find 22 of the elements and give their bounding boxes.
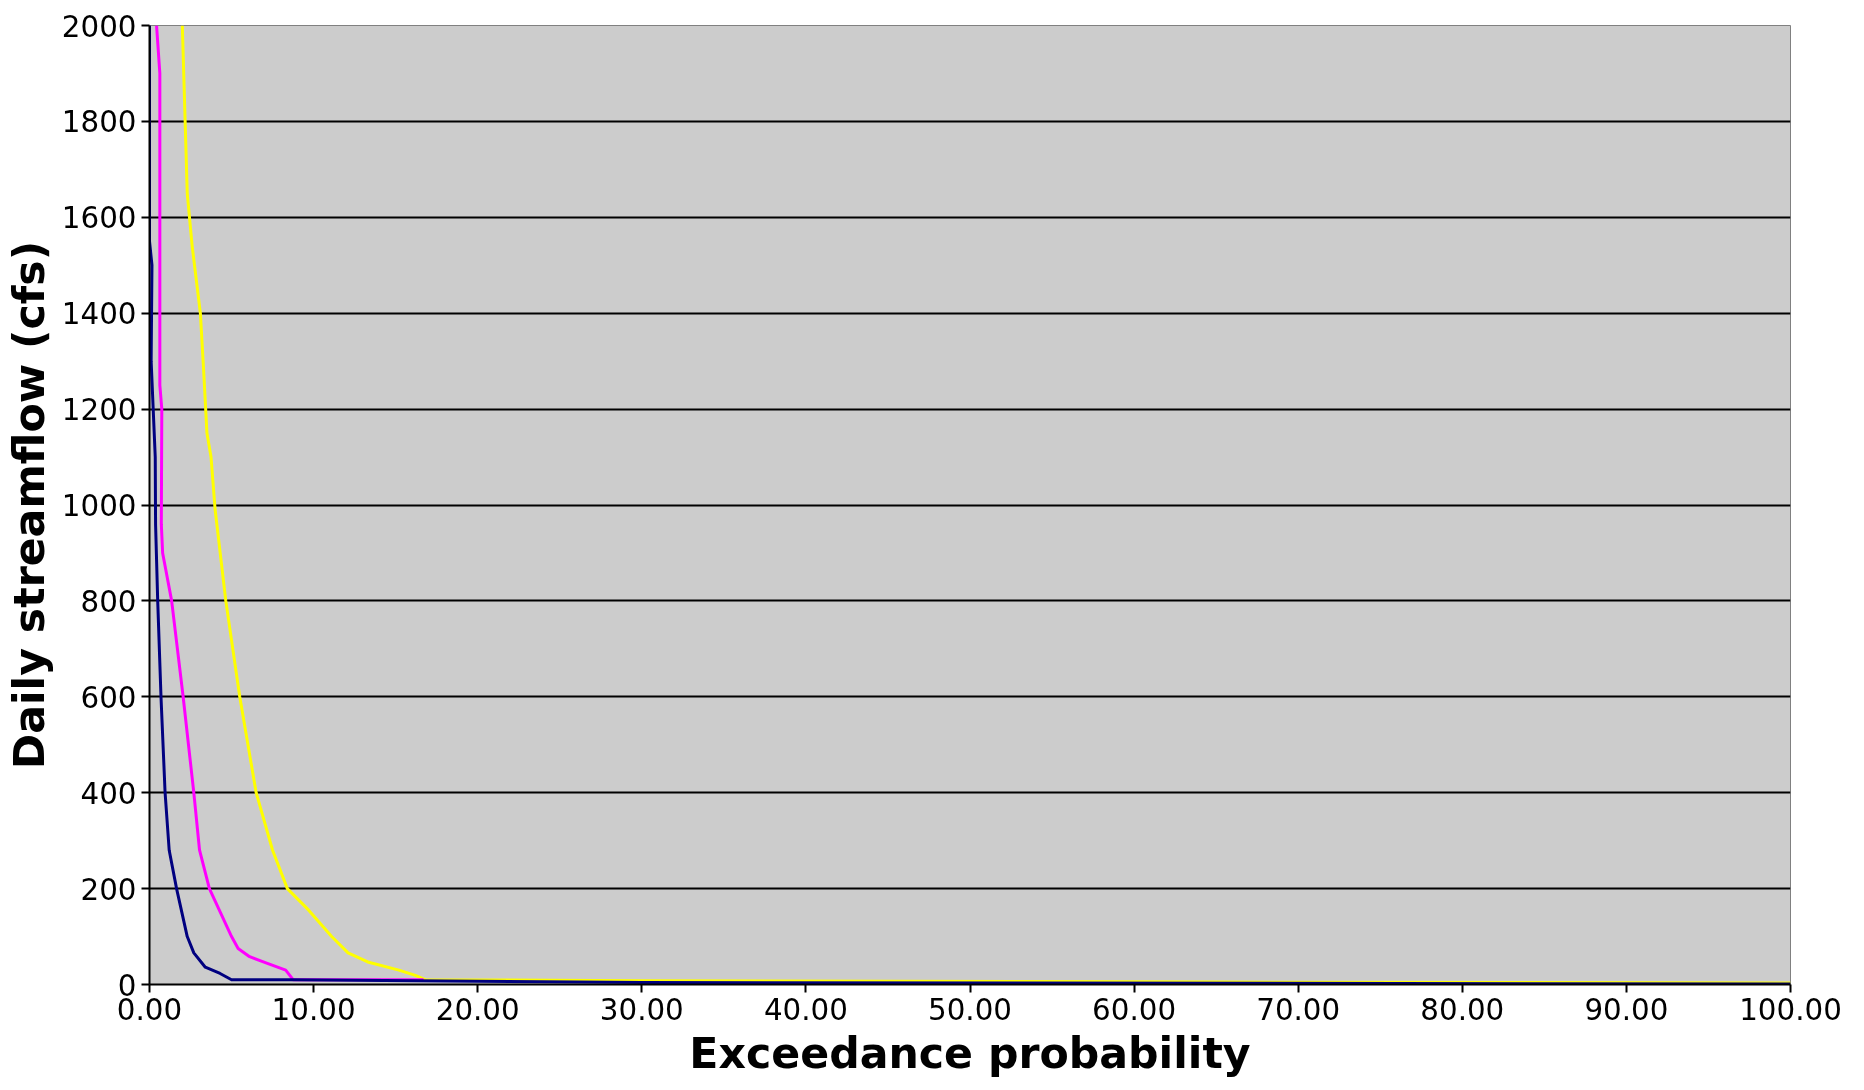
y-axis-title: Daily streamflow (cfs) <box>3 240 54 770</box>
y-tick-label: 800 <box>80 584 137 619</box>
y-tick-label: 600 <box>80 680 137 715</box>
x-tick-label: 60.00 <box>1092 992 1177 1027</box>
y-tick-label: 400 <box>80 776 137 811</box>
x-tick-label: 90.00 <box>1584 992 1669 1027</box>
x-axis-title: Exceedance probability <box>689 1027 1251 1078</box>
x-tick-label: 40.00 <box>763 992 848 1027</box>
y-tick-label: 2000 <box>61 9 137 44</box>
x-tick-label: 20.00 <box>435 992 520 1027</box>
y-tick-label: 1400 <box>61 297 137 332</box>
x-tick-label: 50.00 <box>928 992 1012 1027</box>
y-tick-label: 1600 <box>61 201 137 236</box>
y-tick-label: 1200 <box>61 393 137 428</box>
x-tick-label: 10.00 <box>271 992 356 1027</box>
x-tick-label: 80.00 <box>1420 992 1505 1027</box>
x-tick-label: 30.00 <box>599 992 684 1027</box>
x-tick-label: 70.00 <box>1256 992 1341 1027</box>
y-tick-label: 200 <box>80 872 137 907</box>
x-tick-label: 100.00 <box>1739 992 1842 1027</box>
y-tick-label: 1000 <box>61 489 137 523</box>
y-tick-label: 1800 <box>61 105 137 140</box>
